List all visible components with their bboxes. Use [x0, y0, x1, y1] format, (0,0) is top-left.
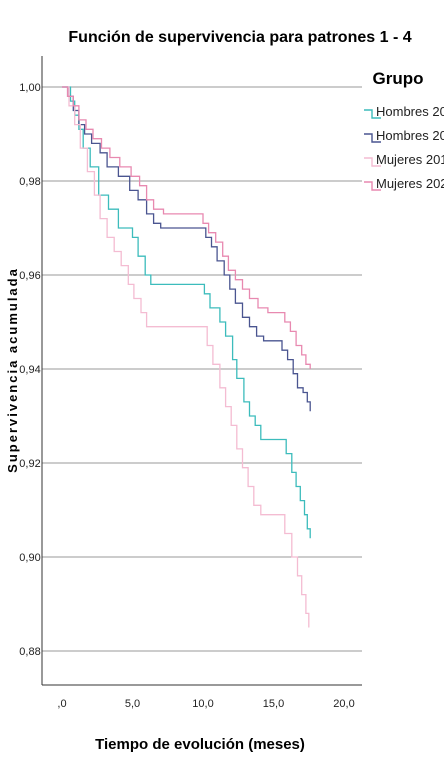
- series-lines: [62, 86, 311, 628]
- legend-item: Hombres 2022: [364, 128, 444, 143]
- legend-item: Mujeres 2018: [364, 152, 444, 167]
- y-tick-label: 0,98: [19, 176, 40, 188]
- y-tick-label: 0,88: [19, 646, 40, 658]
- grid-lines: [42, 86, 362, 652]
- x-tick-label: 15,0: [263, 698, 284, 710]
- legend-item: Hombres 2018: [364, 104, 444, 119]
- legend-title: Grupo: [373, 69, 424, 88]
- legend-swatch: [364, 109, 381, 119]
- legend-label: Mujeres 2022: [376, 176, 444, 191]
- x-tick-label: 5,0: [125, 698, 140, 710]
- series-line-2: [62, 86, 311, 412]
- series-line-1: [62, 86, 311, 539]
- y-tick-label: 0,90: [19, 552, 40, 564]
- legend-label: Hombres 2022: [376, 128, 444, 143]
- x-tick-label: ,0: [57, 698, 66, 710]
- y-tick-label: 0,92: [19, 458, 40, 470]
- y-axis-title: Supervivencia acumulada: [5, 267, 20, 473]
- legend-swatch: [364, 181, 381, 191]
- legend-swatch: [364, 133, 381, 143]
- axes: [41, 56, 362, 686]
- y-tick-label: 0,94: [19, 364, 40, 376]
- series-line-3: [62, 86, 310, 628]
- legend-label: Hombres 2018: [376, 104, 444, 119]
- legend-swatch: [364, 157, 381, 167]
- legend-label: Mujeres 2018: [376, 152, 444, 167]
- y-tick-label: 1,00: [19, 82, 40, 94]
- x-tick-label: 10,0: [192, 698, 213, 710]
- legend: Grupo Hombres 2018 Hombres 2022 Mujeres 20…: [364, 69, 444, 191]
- x-tick-label: 20,0: [333, 698, 354, 710]
- x-axis-title: Tiempo de evolución (meses): [95, 736, 305, 753]
- series-line-4: [62, 86, 311, 369]
- legend-item: Mujeres 2022: [364, 176, 444, 191]
- y-tick-label: 0,96: [19, 270, 40, 282]
- tick-labels: 0,88 0,90 0,92 0,94 0,96 0,98 1,00 ,0 5,0 10,0 15,…: [19, 82, 354, 710]
- chart-title: Función de supervivencia para patrones 1…: [68, 29, 411, 46]
